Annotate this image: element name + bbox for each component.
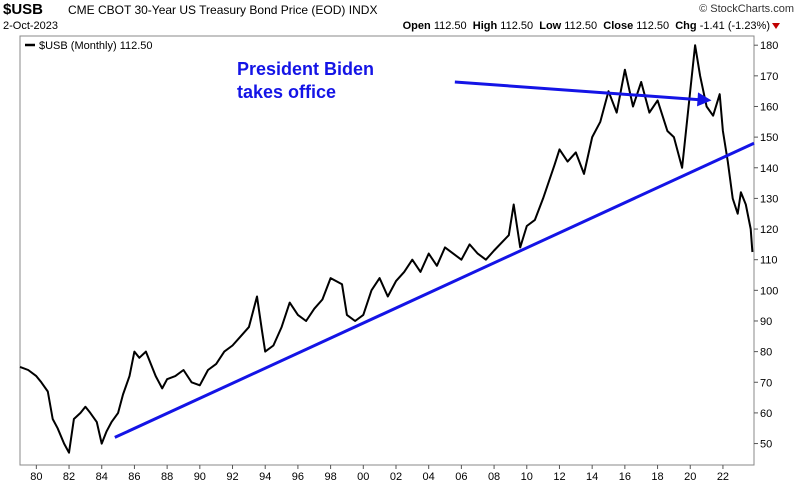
x-tick-label-02: 02 [390, 471, 402, 483]
down-arrow-icon [772, 23, 780, 29]
x-tick-label-96: 96 [292, 471, 304, 483]
y-tick-label-120: 120 [760, 224, 778, 236]
y-tick-label-140: 140 [760, 163, 778, 175]
trendline [114, 141, 755, 439]
x-tick-label-98: 98 [324, 471, 336, 483]
x-tick-label-10: 10 [521, 471, 533, 483]
date: 2-Oct-2023 [3, 20, 59, 32]
high-label: High [472, 20, 498, 32]
x-tick-label-88: 88 [161, 471, 173, 483]
price-line [19, 44, 754, 454]
brand-watermark[interactable]: © StockCharts.com [699, 3, 794, 15]
y-tick-label-150: 150 [760, 132, 778, 144]
x-tick-label-20: 20 [684, 471, 696, 483]
annotation-arrow-shaft [454, 80, 702, 102]
y-tick-label-130: 130 [760, 193, 778, 205]
low-label: Low [539, 20, 562, 32]
description: CME CBOT 30-Year US Treasury Bond Price … [68, 3, 377, 17]
exchange: INDX [348, 3, 378, 17]
y-tick-label-70: 70 [760, 377, 772, 389]
x-tick-label-90: 90 [194, 471, 206, 483]
annotation-text-line-1: President Biden [237, 59, 374, 79]
y-tick-label-60: 60 [760, 408, 772, 420]
y-tick-label-110: 110 [760, 255, 778, 267]
x-tick-label-00: 00 [357, 471, 369, 483]
x-tick-label-80: 80 [30, 471, 42, 483]
symbol: $USB [3, 1, 44, 18]
open-value: 112.50 [433, 20, 467, 32]
legend-label: $USB (Monthly) 112.50 [39, 40, 153, 52]
close-value: 112.50 [636, 20, 670, 32]
y-tick-label-170: 170 [760, 71, 778, 83]
x-tick-label-84: 84 [96, 471, 108, 483]
y-tick-label-180: 180 [760, 40, 778, 52]
x-tick-label-04: 04 [423, 471, 435, 483]
open-label: Open [402, 20, 431, 32]
x-tick-label-22: 22 [717, 471, 729, 483]
x-tick-label-82: 82 [63, 471, 75, 483]
x-tick-label-18: 18 [651, 471, 663, 483]
high-value: 112.50 [500, 20, 534, 32]
x-tick-label-14: 14 [586, 471, 598, 483]
description-text: CME CBOT 30-Year US Treasury Bond Price … [68, 3, 346, 17]
annotation-text-line-2: takes office [237, 82, 336, 102]
chg-label: Chg [675, 20, 697, 32]
y-tick-label-100: 100 [760, 285, 778, 297]
x-tick-label-16: 16 [619, 471, 631, 483]
close-label: Close [603, 20, 634, 32]
plot-area [19, 35, 755, 466]
chg-value: -1.41 (-1.23%) [699, 20, 770, 32]
y-tick-label-50: 50 [760, 439, 772, 451]
x-tick-label-06: 06 [455, 471, 467, 483]
y-tick-label-160: 160 [760, 101, 778, 113]
y-tick-label-90: 90 [760, 316, 772, 328]
chart-header: $USB CME CBOT 30-Year US Treasury Bond P… [0, 0, 800, 36]
x-tick-label-94: 94 [259, 471, 271, 483]
annotation-arrow-head [697, 92, 712, 107]
x-tick-label-86: 86 [128, 471, 140, 483]
quote-line: Open 112.50 High 112.50 Low 112.50 Close… [403, 20, 770, 32]
x-tick-label-92: 92 [226, 471, 238, 483]
y-tick-label-80: 80 [760, 347, 772, 359]
x-tick-label-08: 08 [488, 471, 500, 483]
x-tick-label-12: 12 [553, 471, 565, 483]
low-value: 112.50 [564, 20, 598, 32]
